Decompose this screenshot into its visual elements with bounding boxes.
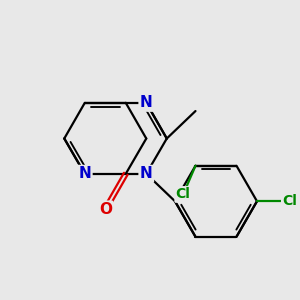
Text: N: N [140,166,153,181]
Text: Cl: Cl [282,194,297,208]
Text: N: N [78,166,91,181]
Text: O: O [99,202,112,217]
Text: N: N [140,95,153,110]
Text: Cl: Cl [176,188,190,201]
